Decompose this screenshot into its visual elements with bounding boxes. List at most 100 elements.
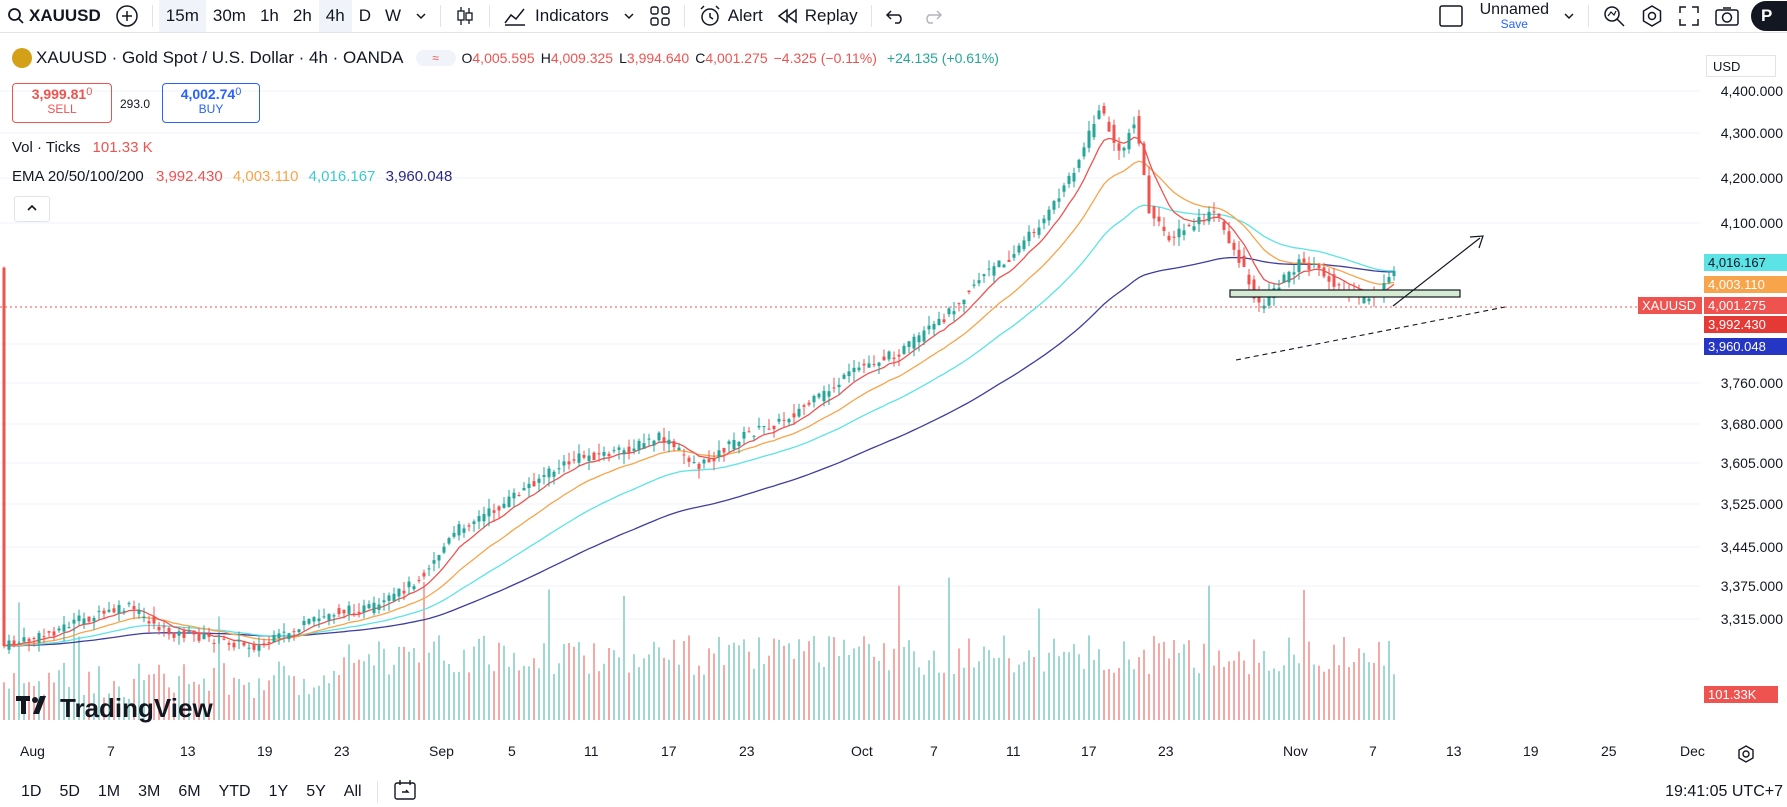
add-symbol-button[interactable] — [108, 0, 146, 32]
layout-dropdown[interactable] — [1556, 0, 1582, 32]
price-chart[interactable] — [0, 37, 1787, 777]
quick-search-button[interactable] — [1595, 0, 1633, 32]
axis-settings-button[interactable] — [1736, 744, 1756, 769]
interval-15m[interactable]: 15m — [158, 0, 206, 32]
buy-button[interactable]: 4,002.740 BUY — [162, 83, 260, 123]
volume-bars — [3, 577, 1395, 720]
arrow-line[interactable] — [1392, 237, 1481, 307]
candle-body — [1162, 226, 1166, 231]
volume-bar — [798, 639, 800, 720]
layout-name: Unnamed — [1479, 1, 1549, 18]
price-tick-label: 3,315.000 — [1720, 611, 1783, 627]
candle-body — [1052, 201, 1056, 210]
interval-1h[interactable]: 1h — [259, 6, 279, 25]
candle-body — [67, 627, 71, 629]
volume-bar — [1333, 644, 1335, 720]
volume-bar — [1043, 671, 1045, 720]
sell-button[interactable]: 3,999.810 SELL — [12, 83, 112, 123]
ema-legend[interactable]: EMA 20/50/100/200 3,992.430 4,003.110 4,… — [12, 168, 452, 185]
candle-body — [1187, 225, 1191, 227]
alert-button[interactable]: Alert — [691, 0, 770, 32]
volume-bar — [1013, 672, 1015, 720]
candle-body — [302, 620, 306, 626]
legend-toggle[interactable]: ≈ — [415, 50, 456, 66]
redo-button[interactable] — [914, 0, 950, 32]
range-5y[interactable]: 5Y — [306, 783, 326, 800]
volume-bar — [463, 649, 465, 720]
volume-bar — [1228, 661, 1230, 720]
goto-date-button[interactable] — [384, 779, 428, 806]
candle-body — [1102, 105, 1106, 114]
candle-body — [192, 630, 196, 635]
volume-bar — [1303, 589, 1305, 720]
range-ytd[interactable]: YTD — [218, 783, 251, 800]
volume-bar — [478, 638, 480, 720]
volume-bar — [828, 636, 830, 720]
ohlc-c-value: 4,001.275 — [705, 50, 768, 66]
layout-button[interactable]: Unnamed Save — [1431, 0, 1556, 32]
volume-bar — [13, 673, 15, 720]
volume-bar — [748, 651, 750, 720]
interval-30m[interactable]: 30m — [212, 6, 246, 25]
volume-bar — [783, 645, 785, 720]
candle-body — [957, 303, 961, 305]
spread-value: 293.0 — [120, 97, 151, 111]
volume-bar — [153, 673, 155, 720]
watermark-text: TradingView — [60, 693, 213, 723]
settings-button[interactable] — [1633, 0, 1671, 32]
candle-body — [417, 579, 421, 581]
volume-legend[interactable]: Vol · Ticks 101.33 K — [12, 139, 153, 156]
candle-body — [1042, 218, 1046, 224]
range-3m[interactable]: 3M — [138, 783, 161, 800]
candle-body — [637, 440, 641, 451]
volume-bar — [563, 644, 565, 720]
candle-body — [852, 367, 856, 373]
profile-button[interactable]: P — [1751, 1, 1787, 31]
undo-button[interactable] — [878, 0, 914, 32]
volume-bar — [433, 641, 435, 720]
range-6m[interactable]: 6M — [178, 783, 201, 800]
trend-line[interactable] — [1235, 306, 1506, 361]
range-1d[interactable]: 1D — [21, 783, 42, 800]
fullscreen-button[interactable] — [1671, 0, 1707, 32]
symbol-search[interactable]: XAUUSD — [0, 0, 108, 32]
volume-bar — [843, 639, 845, 720]
candle-body — [1122, 147, 1126, 151]
indicators-dropdown[interactable] — [616, 0, 642, 32]
separator — [151, 5, 153, 27]
indicators-button[interactable]: Indicators — [496, 0, 616, 32]
currency-selector[interactable]: USD — [1706, 55, 1776, 77]
collapse-legend-button[interactable] — [14, 196, 50, 222]
candle-body — [1287, 271, 1291, 283]
volume-bar — [1108, 668, 1110, 720]
replay-button[interactable]: Replay — [770, 0, 865, 32]
candle-body — [932, 323, 936, 330]
candle-body — [372, 602, 376, 614]
interval-dropdown[interactable] — [408, 0, 434, 32]
volume-bar — [928, 660, 930, 720]
buy-price-sup: 0 — [235, 86, 242, 98]
candle-body — [697, 463, 701, 469]
volume-bar — [43, 694, 45, 720]
volume-bar — [388, 674, 390, 720]
candle-body — [1172, 236, 1176, 238]
interval-2h[interactable]: 2h — [292, 6, 312, 25]
volume-bar — [93, 693, 95, 720]
range-1m[interactable]: 1M — [97, 783, 121, 800]
candle-body — [572, 459, 576, 461]
separator — [489, 5, 491, 27]
interval-4h[interactable]: 4h — [318, 0, 352, 32]
snapshot-button[interactable] — [1707, 0, 1747, 32]
interval-d[interactable]: D — [358, 6, 371, 25]
resistance-rectangle[interactable] — [1229, 289, 1461, 298]
ema100-line — [3, 204, 1394, 647]
volume-bar — [568, 643, 570, 720]
chart-type-button[interactable] — [447, 0, 483, 32]
range-all[interactable]: All — [343, 783, 362, 800]
interval-w[interactable]: W — [385, 6, 402, 25]
range-1y[interactable]: 1Y — [268, 783, 289, 800]
clock[interactable]: 19:41:05 UTC+7 — [1665, 783, 1783, 800]
range-5d[interactable]: 5D — [59, 783, 80, 800]
templates-button[interactable] — [642, 0, 678, 32]
volume-bar — [468, 672, 470, 720]
